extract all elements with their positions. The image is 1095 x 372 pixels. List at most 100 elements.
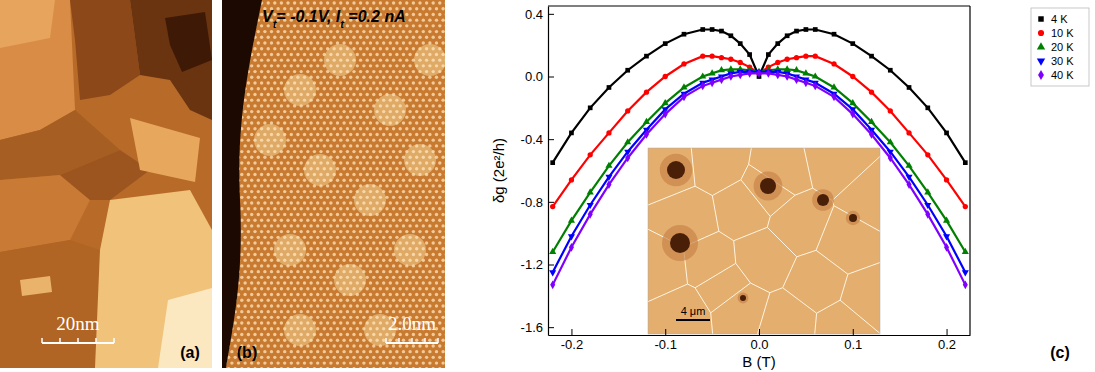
atom: [267, 184, 270, 187]
atom: [445, 196, 446, 199]
atom: [405, 184, 408, 187]
atom: [435, 87, 438, 90]
atom: [382, 316, 385, 319]
atom: [250, 110, 253, 113]
atom: [280, 230, 283, 233]
atom: [352, 47, 355, 50]
atom: [253, 287, 256, 290]
atom: [346, 81, 349, 84]
atom: [356, 87, 359, 90]
atom: [385, 184, 388, 187]
atom: [273, 241, 276, 244]
atom: [369, 87, 372, 90]
atom: [339, 150, 342, 153]
atom: [389, 293, 392, 296]
atom: [263, 316, 266, 319]
atom: [346, 36, 349, 39]
atom: [296, 316, 299, 319]
atom: [362, 281, 365, 284]
atom: [366, 299, 369, 302]
atom: [280, 81, 283, 84]
atom: [313, 253, 316, 256]
atom: [418, 1, 421, 4]
atom: [395, 304, 398, 307]
atom: [435, 156, 438, 159]
terrace: [158, 288, 212, 368]
atom: [441, 281, 444, 284]
atom: [372, 310, 375, 313]
atom: [408, 247, 411, 250]
atom: [412, 299, 415, 302]
atom: [349, 30, 352, 33]
atom: [253, 116, 256, 119]
atom: [273, 230, 276, 233]
atom: [379, 253, 382, 256]
atom: [293, 150, 296, 153]
atom: [293, 207, 296, 210]
atom: [356, 304, 359, 307]
atom: [372, 93, 375, 96]
atom: [273, 70, 276, 73]
atom: [273, 1, 276, 4]
atom: [342, 41, 345, 44]
atom: [247, 196, 250, 199]
atom: [323, 236, 326, 239]
atom: [250, 247, 253, 250]
atom: [445, 13, 446, 16]
atom: [326, 241, 329, 244]
atom: [441, 98, 444, 101]
atom: [359, 161, 362, 164]
atom: [362, 53, 365, 56]
atom: [270, 201, 273, 204]
atom: [438, 13, 441, 16]
atom: [243, 316, 246, 319]
atom: [438, 116, 441, 119]
atom: [375, 76, 378, 79]
atom: [346, 127, 349, 130]
atom: [405, 138, 408, 141]
atom: [280, 47, 283, 50]
atom: [389, 167, 392, 170]
atom: [395, 201, 398, 204]
atom: [428, 167, 431, 170]
atom: [323, 133, 326, 136]
atom: [316, 247, 319, 250]
atom: [333, 47, 336, 50]
atom: [329, 281, 332, 284]
atom: [319, 173, 322, 176]
atom: [415, 121, 418, 124]
atom: [276, 281, 279, 284]
atom: [336, 190, 339, 193]
atom: [369, 190, 372, 193]
atom: [415, 213, 418, 216]
atom: [392, 127, 395, 130]
atom: [395, 156, 398, 159]
atom: [296, 224, 299, 227]
atom: [422, 293, 425, 296]
atom: [445, 241, 446, 244]
atom: [300, 287, 303, 290]
atom: [276, 236, 279, 239]
atom: [309, 316, 312, 319]
atom: [352, 1, 355, 4]
atom: [428, 87, 431, 90]
atom: [372, 173, 375, 176]
atom: [333, 321, 336, 324]
atom: [253, 207, 256, 210]
atom: [385, 276, 388, 279]
atom: [293, 70, 296, 73]
atom: [336, 293, 339, 296]
atom: [276, 87, 279, 90]
atom: [273, 93, 276, 96]
atom: [280, 321, 283, 324]
atom: [356, 64, 359, 67]
atom: [366, 218, 369, 221]
atom: [319, 196, 322, 199]
atom: [441, 236, 444, 239]
atom: [352, 310, 355, 313]
atom: [319, 218, 322, 221]
atom: [425, 127, 428, 130]
atom: [309, 87, 312, 90]
atom: [319, 127, 322, 130]
atom: [283, 304, 286, 307]
